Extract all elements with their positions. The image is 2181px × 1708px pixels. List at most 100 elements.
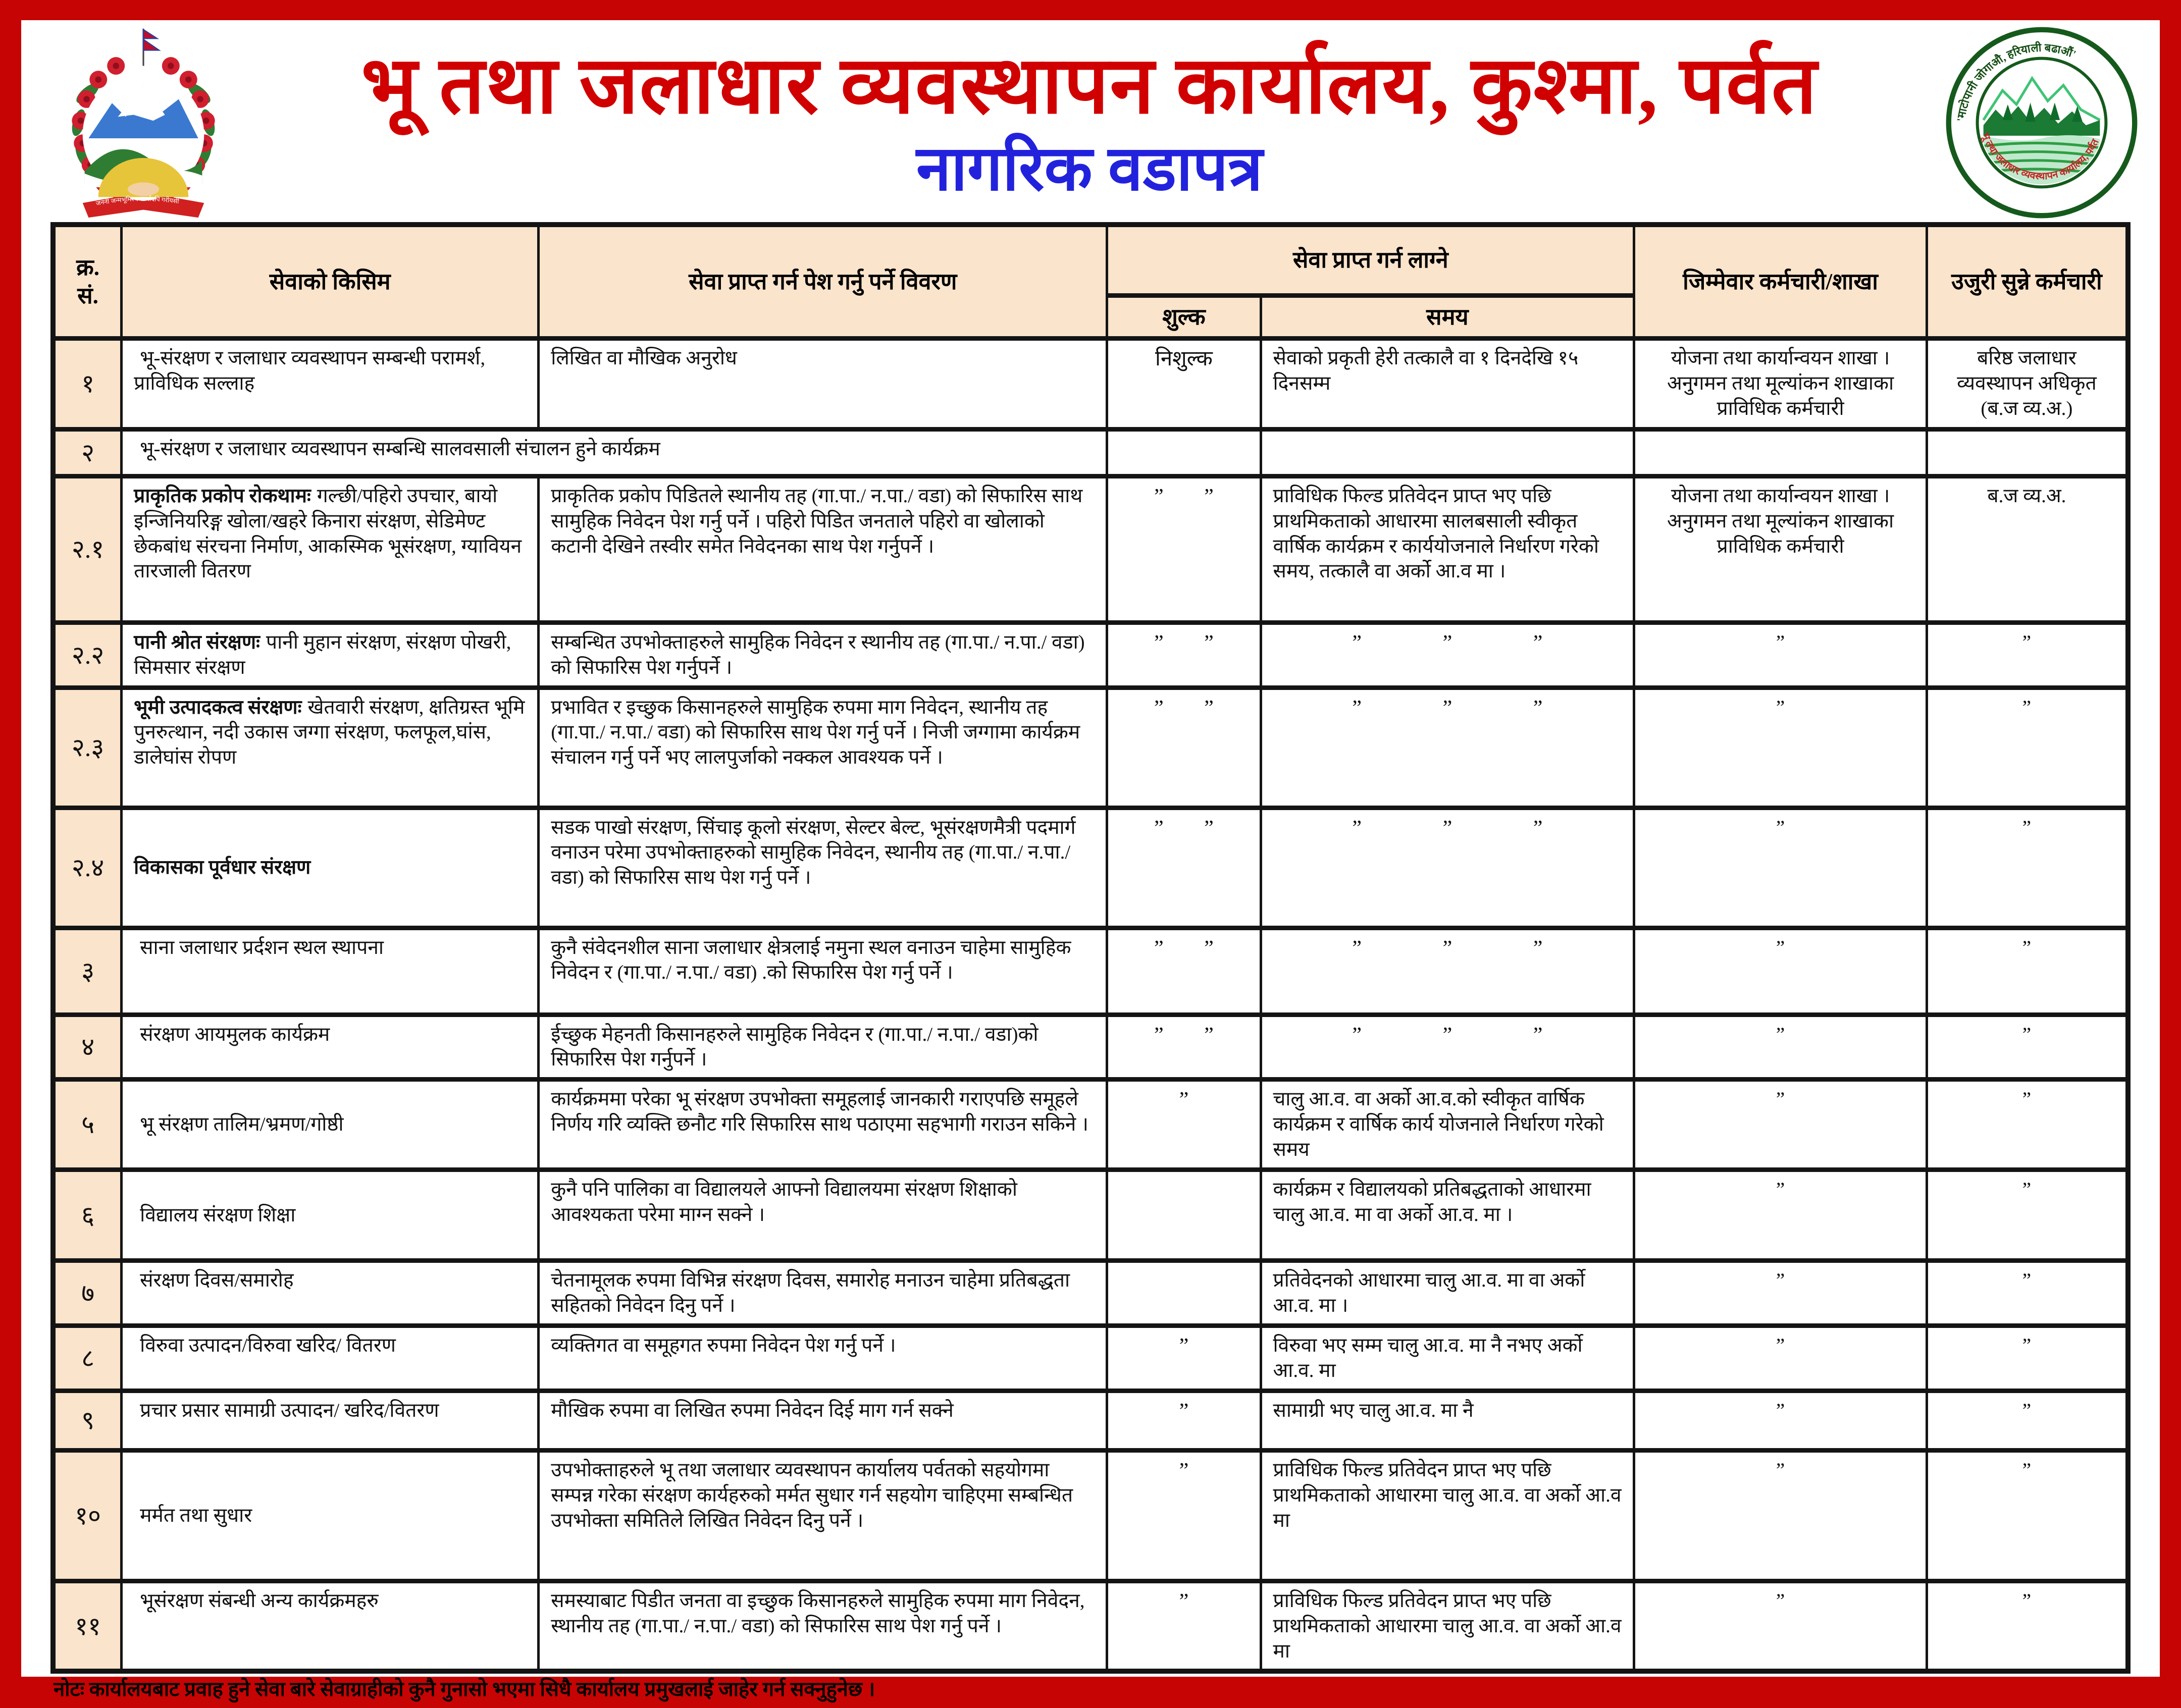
time-cell: ” ” ” [1259, 685, 1636, 810]
complaint-cell: ” [1925, 1167, 2130, 1263]
table-row: २.२ पानी श्रोत संरक्षणः पानी मुहान संरक्ष… [51, 620, 2130, 690]
complaint-cell: बरिष्ठ जलाधार व्यवस्थापन अधिकृत (ब.ज व्य… [1925, 336, 2130, 432]
sn-cell: १० [51, 1448, 123, 1583]
details-cell: प्रभावित र इच्छुक किसानहरुले सामुहिक रुप… [537, 685, 1109, 810]
time-cell: ” ” ” [1259, 925, 1636, 1017]
responsible-cell: ” [1633, 1258, 1928, 1328]
time-cell: सेवाको प्रकृती हेरी तत्कालै वा १ दिनदेखि… [1259, 336, 1636, 432]
sn-cell: २ [51, 426, 123, 478]
service-type-cell: साना जलाधार प्रर्दशन स्थल स्थापना [120, 925, 540, 1017]
titles: भू तथा जलाधार व्यवस्थापन कार्यालय, कुश्म… [237, 43, 1942, 202]
col-header-sn: क्र. सं. [51, 222, 123, 341]
col-header-details: सेवा प्राप्त गर्न पेश गर्नु पर्ने विवरण [537, 222, 1109, 341]
service-type-cell: प्राकृतिक प्रकोप रोकथामः गल्छी/पहिरो उपचा… [120, 473, 540, 625]
time-cell [1259, 426, 1636, 478]
fee-cell: ” ” [1106, 1012, 1262, 1082]
responsible-cell: ” [1633, 805, 1928, 930]
details-cell: कुनै पनि पालिका वा विद्यालयले आफ्नो विद्… [537, 1167, 1109, 1263]
service-type-cell: भूसंरक्षण संबन्धी अन्य कार्यक्रमहरु [120, 1578, 540, 1674]
details-cell: सडक पाखो संरक्षण, सिंचाइ कूलो संरक्षण, स… [537, 805, 1109, 930]
table-row: ७ संरक्षण दिवस/समारोह चेतनामूलक रुपमा वि… [51, 1258, 2130, 1328]
details-cell: चेतनामूलक रुपमा विभिन्न संरक्षण दिवस, सम… [537, 1258, 1109, 1328]
sn-cell: ५ [51, 1077, 123, 1172]
fee-cell: ” ” [1106, 925, 1262, 1017]
details-cell: लिखित वा मौखिक अनुरोध [537, 336, 1109, 432]
time-cell: ” ” ” [1259, 1012, 1636, 1082]
sn-cell: ३ [51, 925, 123, 1017]
service-type-cell: संरक्षण दिवस/समारोह [120, 1258, 540, 1328]
time-cell: सामाग्री भए चालु आ.व. मा नै [1259, 1388, 1636, 1453]
sn-cell: ६ [51, 1167, 123, 1263]
fee-cell: ” ” [1106, 805, 1262, 930]
citizen-charter-table: क्र. सं. सेवाको किसिम सेवा प्राप्त गर्न … [50, 222, 2131, 1674]
time-cell: प्राविधिक फिल्ड प्रतिवेदन प्राप्त भए पछि… [1259, 473, 1636, 625]
sn-cell: २.१ [51, 473, 123, 625]
service-type-cell: भू-संरक्षण र जलाधार व्यवस्थापन सम्बन्धि … [120, 426, 1109, 478]
footer-note: नोटः कार्यालयबाट प्रवाह हुने सेवा बारे स… [54, 1677, 875, 1700]
sn-cell: २.२ [51, 620, 123, 690]
table-row: १० मर्मत तथा सुधार उपभोक्ताहरुले भू तथा … [51, 1448, 2130, 1583]
table-row: ३ साना जलाधार प्रर्दशन स्थल स्थापना कुनै… [51, 925, 2130, 1017]
responsible-cell: ” [1633, 685, 1928, 810]
col-header-complaint: उजुरी सुन्ने कर्मचारी [1925, 222, 2130, 341]
complaint-cell: ” [1925, 620, 2130, 690]
complaint-cell: ” [1925, 1077, 2130, 1172]
service-type-cell: प्रचार प्रसार सामाग्री उत्पादन/ खरिद/वित… [120, 1388, 540, 1453]
motto-ribbon: जननी जन्मभूमिश्च स्वर्गादपि गरीयसी [82, 195, 204, 218]
details-cell: कुनै संवेदनशील साना जलाधार क्षेत्रलाई नम… [537, 925, 1109, 1017]
complaint-cell [1925, 426, 2130, 478]
nepal-emblem-logo: जननी जन्मभूमिश्च स्वर्गादपि गरीयसी [72, 28, 215, 218]
complaint-cell: ” [1925, 1448, 2130, 1583]
details-cell: मौखिक रुपमा वा लिखित रुपमा निवेदन दिई मा… [537, 1388, 1109, 1453]
details-cell: समस्याबाट पिडीत जनता वा इच्छुक किसानहरुल… [537, 1578, 1109, 1674]
responsible-cell: ” [1633, 1448, 1928, 1583]
col-header-service-type: सेवाको किसिम [120, 222, 540, 341]
sn-cell: ८ [51, 1323, 123, 1393]
responsible-cell: योजना तथा कार्यान्वयन शाखा । अनुगमन तथा … [1633, 336, 1928, 432]
page-title: भू तथा जलाधार व्यवस्थापन कार्यालय, कुश्म… [361, 41, 1818, 130]
fee-cell [1106, 1258, 1262, 1328]
table-row: ६ विद्यालय संरक्षण शिक्षा कुनै पनि पालिक… [51, 1167, 2130, 1263]
charter-content: क्र. सं. सेवाको किसिम सेवा प्राप्त गर्न … [21, 222, 2160, 1702]
office-seal-logo: 'माटोपानी जोगाऔ, हरियाली बढाऔं' भू तथा ज… [1946, 27, 2138, 219]
service-type-cell: विरुवा उत्पादन/विरुवा खरिद/ वितरण [120, 1323, 540, 1393]
responsible-cell: ” [1633, 620, 1928, 690]
time-cell: प्रतिवेदनको आधारमा चालु आ.व. मा वा अर्को… [1259, 1258, 1636, 1328]
responsible-cell: ” [1633, 1012, 1928, 1082]
fee-cell: निशुल्क [1106, 336, 1262, 432]
details-cell: प्राकृतिक प्रकोप पिडितले स्थानीय तह (गा.… [537, 473, 1109, 625]
fee-cell: ” ” [1106, 473, 1262, 625]
sn-cell: २.३ [51, 685, 123, 810]
time-cell: प्राविधिक फिल्ड प्रतिवेदन प्राप्त भए पछि… [1259, 1578, 1636, 1674]
service-type-cell: विद्यालय संरक्षण शिक्षा [120, 1167, 540, 1263]
complaint-cell: ” [1925, 1258, 2130, 1328]
complaint-cell: ” [1925, 1012, 2130, 1082]
sn-cell: २.४ [51, 805, 123, 930]
table-row: २.१ प्राकृतिक प्रकोप रोकथामः गल्छी/पहिरो … [51, 473, 2130, 625]
fee-cell [1106, 426, 1262, 478]
complaint-cell: ब.ज व्य.अ. [1925, 473, 2130, 625]
sn-cell: ७ [51, 1258, 123, 1328]
table-row: ८ विरुवा उत्पादन/विरुवा खरिद/ वितरण व्यक… [51, 1323, 2130, 1393]
emblem-scene [82, 74, 204, 197]
sn-cell: ११ [51, 1578, 123, 1674]
nepal-flag-icon [142, 28, 161, 66]
time-cell: चालु आ.व. वा अर्को आ.व.को स्वीकृत वार्षि… [1259, 1077, 1636, 1172]
complaint-cell: ” [1925, 685, 2130, 810]
table-row: २.४ विकासका पूर्वधार संरक्षण सडक पाखो सं… [51, 805, 2130, 930]
time-cell: ” ” ” [1259, 805, 1636, 930]
service-type-cell: पानी श्रोत संरक्षणः पानी मुहान संरक्षण, स… [120, 620, 540, 690]
time-cell: प्राविधिक फिल्ड प्रतिवेदन प्राप्त भए पछि… [1259, 1448, 1636, 1583]
responsible-cell: योजना तथा कार्यान्वयन शाखा । अनुगमन तथा … [1633, 473, 1928, 625]
subheader-row: शुल्क समय [53, 293, 2128, 341]
fee-cell: ” ” [1106, 685, 1262, 810]
service-type-cell: भूमी उत्पादकत्व संरक्षणः खेतवारी संरक्षण,… [120, 685, 540, 810]
responsible-cell: ” [1633, 1077, 1928, 1172]
sn-cell: १ [51, 336, 123, 432]
responsible-cell: ” [1633, 1388, 1928, 1453]
time-cell: ” ” ” [1259, 620, 1636, 690]
col-header-time: समय [1259, 293, 1636, 341]
fee-cell: ” [1106, 1077, 1262, 1172]
fee-cell: ” ” [1106, 620, 1262, 690]
service-type-cell: भू संरक्षण तालिम/भ्रमण/गोष्ठी [120, 1077, 540, 1172]
